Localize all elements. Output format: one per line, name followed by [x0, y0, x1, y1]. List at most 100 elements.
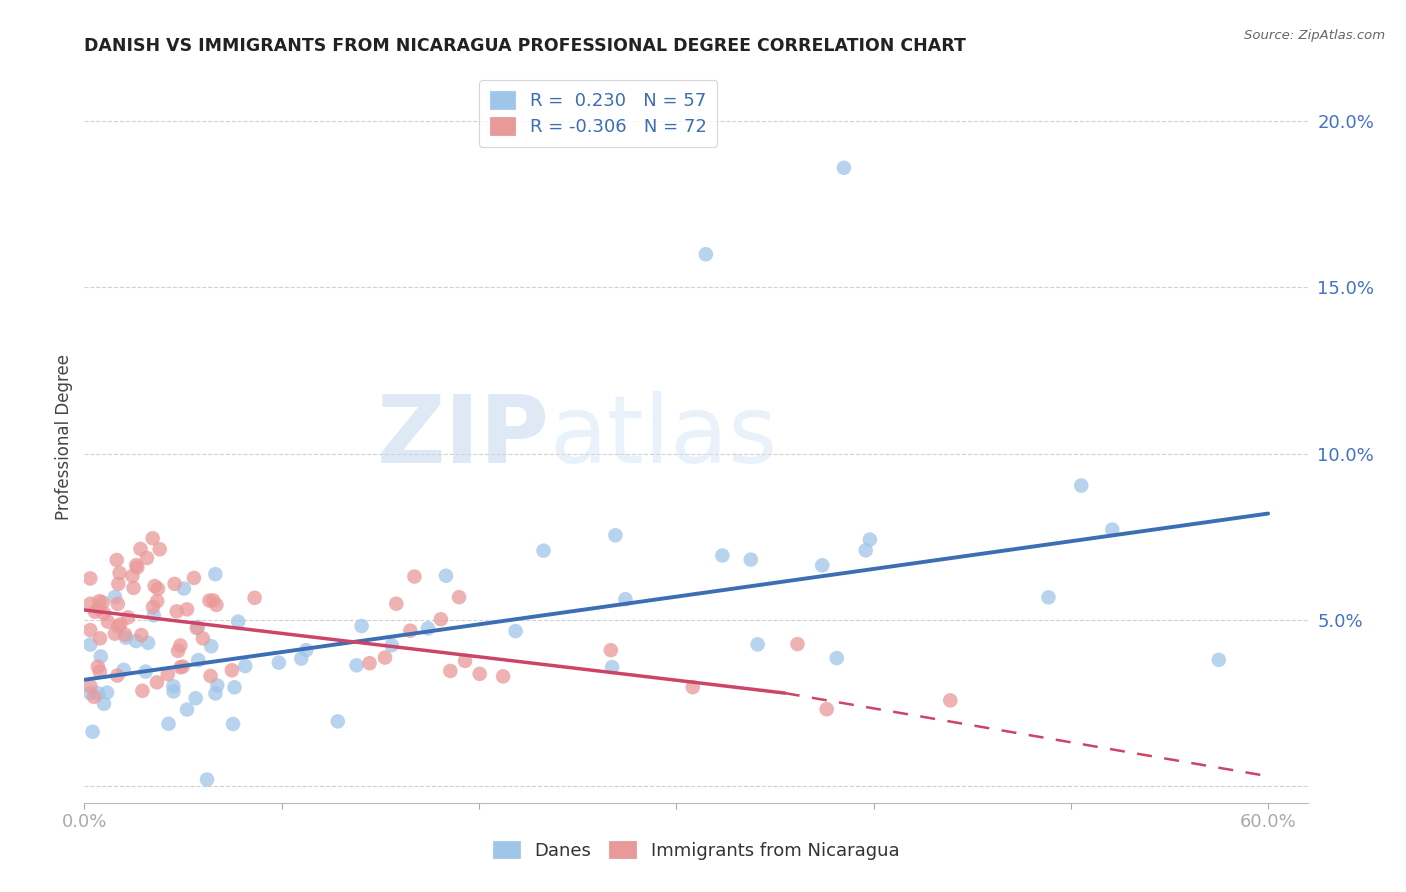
Point [79, 686, 101, 700]
Point [404, 569, 426, 583]
Point [172, 659, 194, 673]
Point [233, 659, 256, 673]
Point [359, 656, 381, 670]
Point [167, 644, 190, 658]
Point [96, 685, 118, 699]
Point [82, 724, 104, 739]
Point [87, 659, 110, 673]
Point [855, 543, 877, 558]
Point [350, 619, 373, 633]
Point [682, 680, 704, 694]
Point [110, 617, 132, 632]
Point [198, 593, 221, 607]
Point [84, 605, 107, 619]
Point [149, 542, 172, 557]
Point [115, 631, 138, 645]
Point [454, 654, 477, 668]
Point [747, 637, 769, 651]
Point [381, 638, 404, 652]
Point [114, 627, 136, 641]
Point [599, 643, 621, 657]
Point [468, 666, 491, 681]
Point [93, 697, 115, 711]
Point [195, 772, 218, 787]
Point [374, 650, 396, 665]
Point [600, 660, 623, 674]
Point [146, 594, 169, 608]
Point [295, 643, 318, 657]
Point [1101, 523, 1123, 537]
Point [226, 615, 249, 629]
Point [243, 591, 266, 605]
Point [184, 691, 207, 706]
Point [447, 590, 470, 604]
Point [143, 579, 166, 593]
Text: ZIP: ZIP [377, 391, 550, 483]
Point [205, 598, 228, 612]
Point [97, 615, 120, 629]
Point [346, 658, 368, 673]
Point [416, 621, 439, 635]
Point [79, 623, 101, 637]
Point [204, 567, 226, 582]
Point [224, 681, 246, 695]
Point [399, 624, 422, 638]
Point [108, 566, 131, 580]
Point [492, 669, 515, 683]
Point [129, 541, 152, 556]
Point [79, 679, 101, 693]
Point [786, 637, 808, 651]
Point [105, 553, 128, 567]
Point [112, 663, 135, 677]
Text: DANISH VS IMMIGRANTS FROM NICARAGUA PROFESSIONAL DEGREE CORRELATION CHART: DANISH VS IMMIGRANTS FROM NICARAGUA PROF… [84, 37, 966, 54]
Point [104, 590, 127, 604]
Point [90, 649, 112, 664]
Point [117, 610, 139, 624]
Point [200, 669, 222, 683]
Point [79, 571, 101, 585]
Point [163, 577, 186, 591]
Point [533, 543, 555, 558]
Point [89, 665, 111, 679]
Point [430, 612, 453, 626]
Point [79, 638, 101, 652]
Point [200, 639, 222, 653]
Point [107, 597, 129, 611]
Point [135, 551, 157, 566]
Point [1038, 591, 1060, 605]
Point [142, 608, 165, 623]
Point [267, 656, 290, 670]
Legend: Danes, Immigrants from Nicaragua: Danes, Immigrants from Nicaragua [485, 834, 907, 867]
Point [107, 577, 129, 591]
Point [142, 531, 165, 545]
Point [439, 664, 461, 678]
Point [290, 651, 312, 665]
Point [191, 632, 214, 646]
Y-axis label: Professional Degree: Professional Degree [55, 354, 73, 520]
Point [89, 594, 111, 608]
Point [135, 665, 157, 679]
Point [695, 247, 717, 261]
Point [204, 686, 226, 700]
Point [605, 528, 627, 542]
Point [173, 582, 195, 596]
Point [505, 624, 527, 638]
Text: Source: ZipAtlas.com: Source: ZipAtlas.com [1244, 29, 1385, 42]
Point [187, 653, 209, 667]
Point [131, 628, 153, 642]
Point [79, 597, 101, 611]
Point [385, 597, 408, 611]
Point [186, 621, 208, 635]
Point [221, 663, 243, 677]
Point [207, 678, 229, 692]
Point [825, 651, 848, 665]
Point [166, 604, 188, 618]
Point [87, 602, 110, 616]
Point [176, 602, 198, 616]
Point [87, 686, 110, 700]
Point [326, 714, 349, 729]
Point [83, 690, 105, 704]
Point [162, 684, 184, 698]
Point [125, 634, 148, 648]
Point [859, 533, 882, 547]
